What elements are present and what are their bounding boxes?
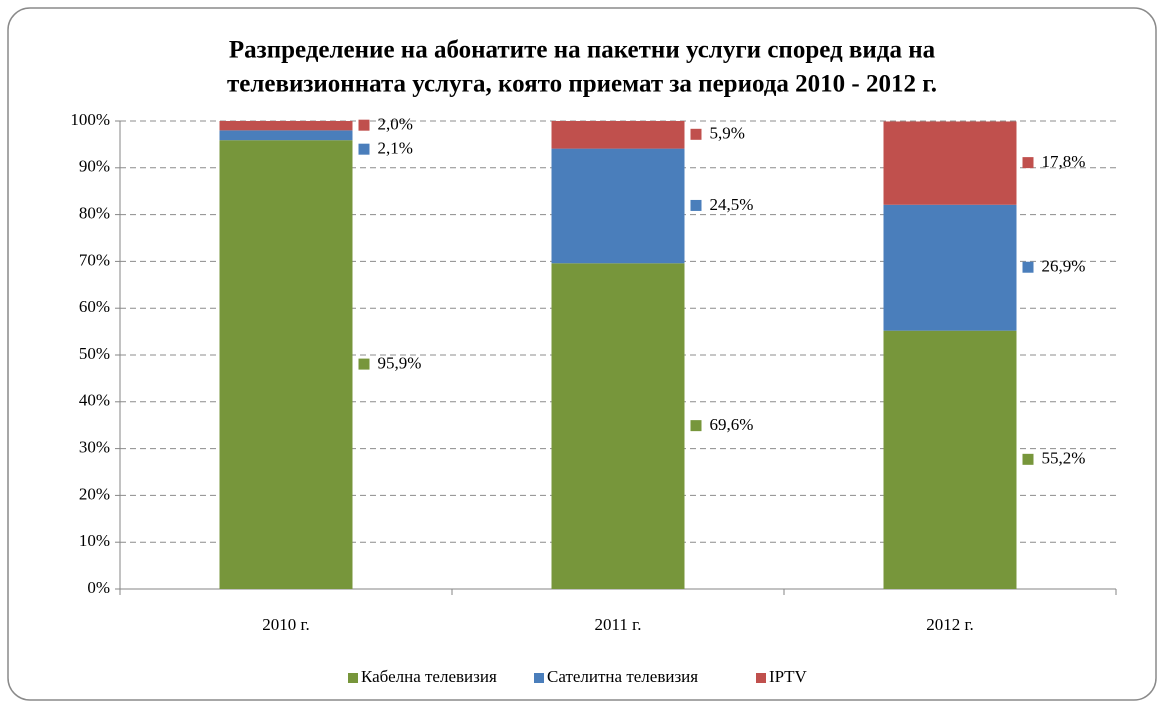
y-tick-label: 90% — [79, 157, 110, 176]
y-tick-label: 30% — [79, 438, 110, 457]
y-tick-label: 50% — [79, 344, 110, 363]
chart-title: телевизионната услуга, която приемат за … — [227, 71, 937, 98]
value-label: 5,9% — [710, 124, 745, 143]
bar-segment — [219, 140, 353, 590]
legend-label: Кабелна телевизия — [361, 667, 497, 686]
legend-key — [534, 673, 544, 683]
bar-segment — [883, 121, 1017, 205]
legend-key — [756, 673, 766, 683]
bar-segment — [551, 121, 685, 149]
legend-key — [348, 673, 358, 683]
value-label: 17,8% — [1042, 152, 1086, 171]
y-tick-label: 0% — [87, 578, 110, 597]
value-label-key — [1022, 453, 1034, 465]
value-label: 69,6% — [710, 415, 754, 434]
y-tick-label: 60% — [79, 297, 110, 316]
value-label-key — [690, 128, 702, 140]
y-tick-label: 40% — [79, 391, 110, 410]
bar-segment — [551, 148, 685, 264]
legend-label: IPTV — [769, 667, 808, 686]
y-tick-label: 20% — [79, 484, 110, 503]
x-tick-label: 2010 г. — [262, 615, 310, 634]
bar-segment — [219, 130, 353, 141]
bar-segment — [883, 204, 1017, 331]
value-label: 95,9% — [378, 354, 422, 373]
value-label-key — [358, 119, 370, 131]
x-tick-label: 2011 г. — [595, 615, 642, 634]
value-label-key — [690, 199, 702, 211]
x-tick-label: 2012 г. — [926, 615, 974, 634]
value-label-key — [1022, 261, 1034, 273]
chart-title: Разпределение на абонатите на пакетни ус… — [229, 37, 936, 64]
y-tick-label: 10% — [79, 531, 110, 550]
value-label: 26,9% — [1042, 257, 1086, 276]
value-label: 55,2% — [1042, 449, 1086, 468]
value-label-key — [358, 358, 370, 370]
y-tick-label: 70% — [79, 250, 110, 269]
y-tick-label: 100% — [70, 110, 110, 129]
value-label-key — [690, 420, 702, 432]
y-tick-label: 80% — [79, 204, 110, 223]
value-label: 2,1% — [378, 139, 413, 158]
value-label-key — [358, 143, 370, 155]
value-label: 2,0% — [378, 115, 413, 134]
value-label-key — [1022, 157, 1034, 169]
bar-segment — [883, 330, 1017, 589]
legend-label: Сателитна телевизия — [547, 667, 698, 686]
value-label: 24,5% — [710, 195, 754, 214]
bar-segment — [219, 121, 353, 131]
bar-segment — [551, 263, 685, 589]
